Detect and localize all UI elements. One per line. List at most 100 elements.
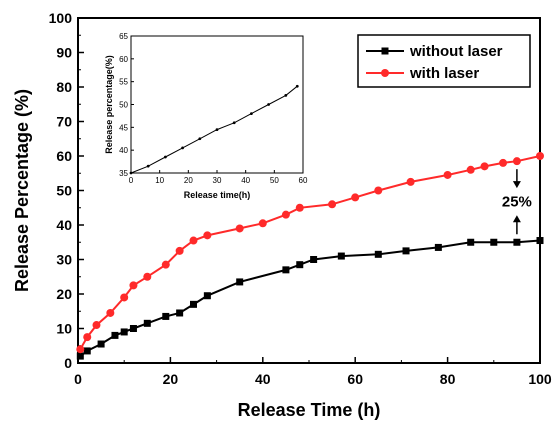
data-point-without-laser	[162, 312, 170, 320]
data-point-without-laser	[129, 325, 137, 332]
y-tick-label: 70	[56, 114, 72, 130]
inset-x-tick-label: 20	[184, 176, 193, 185]
y-tick-label: 50	[56, 183, 72, 199]
inset-y-tick-label: 60	[119, 55, 128, 64]
y-axis-title: Release Percentage (%)	[12, 89, 32, 292]
data-point-without-laser	[467, 238, 475, 246]
legend-label: without laser	[409, 43, 503, 60]
inset-x-tick-label: 0	[129, 176, 134, 185]
data-point-without-laser	[337, 252, 345, 260]
data-point-without-laser	[282, 266, 290, 274]
y-tick-label: 10	[56, 321, 72, 337]
data-point-without-laser	[143, 319, 151, 327]
x-tick-label: 0	[74, 371, 82, 387]
inset-x-tick-label: 60	[299, 176, 308, 185]
x-tick-label: 100	[528, 371, 552, 387]
legend-swatch-marker	[381, 69, 389, 77]
data-point-with-laser	[161, 260, 170, 269]
data-point-without-laser	[434, 243, 442, 251]
data-point-with-laser	[466, 165, 475, 174]
inset-data-point	[215, 128, 219, 132]
data-point-without-laser	[310, 256, 318, 263]
y-tick-label: 0	[64, 355, 72, 371]
data-point-without-laser	[83, 347, 91, 355]
y-tick-label: 100	[49, 10, 73, 26]
data-point-with-laser	[328, 200, 337, 209]
y-tick-label: 90	[56, 45, 72, 61]
inset-data-point	[295, 84, 299, 88]
data-point-without-laser	[203, 292, 211, 300]
x-tick-label: 40	[255, 371, 271, 387]
data-point-with-laser	[83, 333, 92, 342]
data-point-with-laser	[499, 158, 508, 167]
inset-data-point	[129, 171, 133, 175]
data-point-with-laser	[175, 246, 184, 255]
data-point-without-laser	[176, 309, 184, 317]
data-point-with-laser	[351, 193, 360, 202]
x-tick-label: 20	[163, 371, 179, 387]
inset-data-point	[198, 137, 202, 141]
inset-y-axis-title: Release percentage(%)	[104, 55, 114, 154]
x-tick-label: 80	[440, 371, 456, 387]
data-point-without-laser	[402, 247, 410, 255]
data-point-without-laser	[76, 352, 84, 360]
inset-data-point	[164, 155, 167, 159]
inset-x-tick-label: 10	[155, 176, 164, 185]
data-point-with-laser	[92, 321, 101, 330]
data-point-with-laser	[258, 219, 267, 228]
data-point-with-laser	[106, 308, 115, 317]
data-point-without-laser	[374, 250, 382, 258]
inset-x-axis-title: Release time(h)	[184, 190, 251, 200]
inset-y-tick-label: 50	[119, 101, 128, 110]
annotation-label: 25%	[502, 194, 532, 211]
data-point-with-laser	[76, 345, 85, 354]
inset-data-point	[146, 164, 150, 168]
y-tick-label: 60	[56, 148, 72, 164]
inset-x-tick-label: 40	[241, 176, 250, 185]
data-point-with-laser	[406, 177, 415, 186]
x-tick-label: 60	[347, 371, 363, 387]
inset-y-tick-label: 65	[119, 32, 128, 41]
legend-box	[357, 34, 531, 88]
legend: without laser with laser	[357, 34, 531, 88]
inset-x-tick-label: 30	[213, 176, 222, 185]
data-point-with-laser	[129, 281, 138, 290]
data-point-without-laser	[490, 238, 498, 246]
data-point-with-laser	[512, 157, 521, 166]
inset-x-tick-label: 50	[270, 176, 279, 185]
inset-data-point	[284, 93, 288, 97]
inset-data-point	[267, 103, 270, 106]
data-point-with-laser	[235, 224, 244, 233]
inset-plot-frame	[130, 35, 304, 174]
data-point-with-laser	[374, 186, 383, 195]
data-point-without-laser	[536, 237, 544, 245]
data-point-with-laser	[203, 231, 212, 240]
inset-y-tick-label: 35	[119, 169, 128, 178]
arrow-down-head	[512, 181, 521, 189]
y-tick-label: 20	[56, 286, 72, 302]
data-point-with-laser	[295, 203, 304, 212]
data-point-without-laser	[97, 340, 105, 348]
difference-annotation: 25%	[502, 169, 532, 235]
data-point-with-laser	[536, 152, 544, 160]
legend-label: with laser	[409, 65, 479, 82]
inset-y-tick-label: 45	[119, 123, 128, 132]
legend-swatch-marker	[381, 47, 389, 55]
data-point-without-laser	[236, 278, 244, 286]
inset-data-point	[232, 121, 236, 125]
data-point-without-laser	[111, 331, 119, 339]
x-axis-title: Release Time (h)	[238, 400, 381, 420]
data-point-with-laser	[189, 236, 198, 245]
inset-y-tick-label: 55	[119, 78, 128, 87]
y-tick-label: 80	[56, 79, 72, 95]
data-point-without-laser	[513, 238, 521, 246]
data-point-without-laser	[296, 261, 304, 269]
inset-data-point	[250, 112, 253, 116]
data-point-without-laser	[190, 300, 197, 308]
y-tick-label: 40	[56, 217, 72, 233]
arrow-up-head	[512, 215, 521, 223]
data-point-with-laser	[480, 162, 489, 171]
data-point-without-laser	[120, 328, 128, 336]
